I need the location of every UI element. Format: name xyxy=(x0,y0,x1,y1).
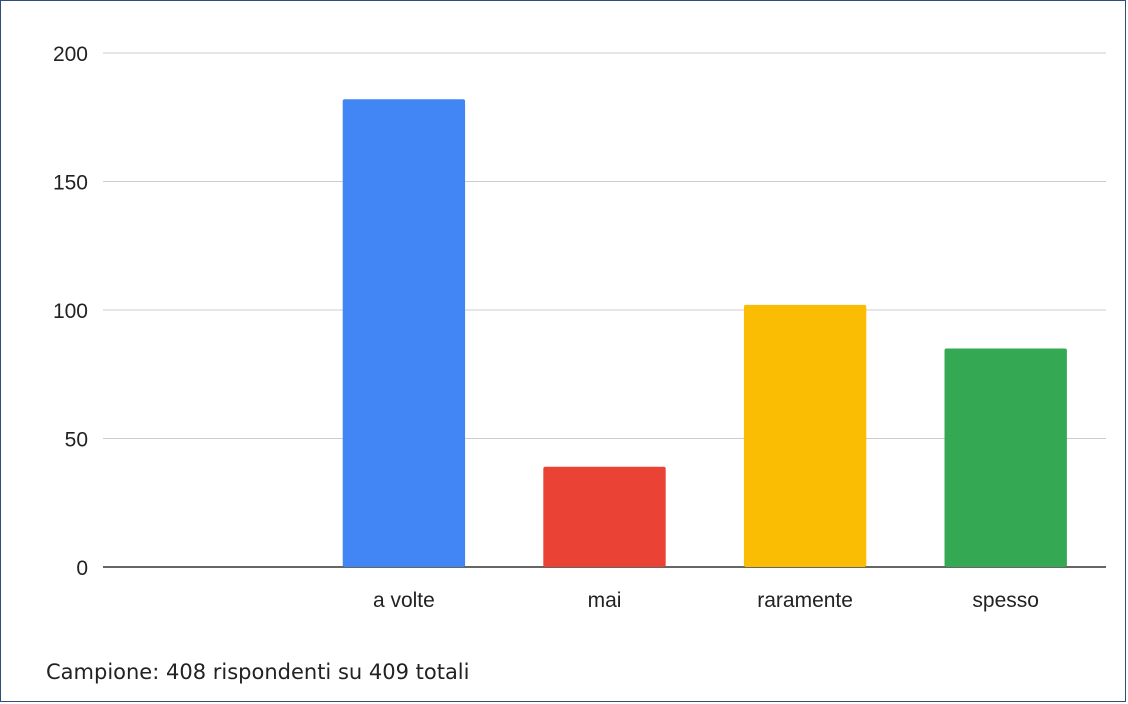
y-axis-ticks: 0 50 100 150 200 xyxy=(53,43,88,580)
sample-caption: Campione: 408 rispondenti su 409 totali xyxy=(46,660,470,684)
bars xyxy=(342,99,1067,567)
bar-raramente xyxy=(743,304,867,567)
x-tick-label: spesso xyxy=(972,589,1039,612)
x-tick-label: raramente xyxy=(757,589,853,612)
y-tick-label: 0 xyxy=(76,557,88,580)
bar-mai xyxy=(543,466,666,567)
bar-a volte xyxy=(342,99,466,567)
y-tick-label: 50 xyxy=(65,429,88,452)
x-tick-label: mai xyxy=(588,589,622,612)
y-tick-label: 100 xyxy=(53,300,88,323)
bar-spesso xyxy=(944,348,1067,567)
x-axis-ticks: a volte mai raramente spesso xyxy=(373,589,1039,612)
y-tick-label: 150 xyxy=(53,172,88,195)
y-tick-label: 200 xyxy=(53,43,88,66)
x-tick-label: a volte xyxy=(373,589,435,612)
